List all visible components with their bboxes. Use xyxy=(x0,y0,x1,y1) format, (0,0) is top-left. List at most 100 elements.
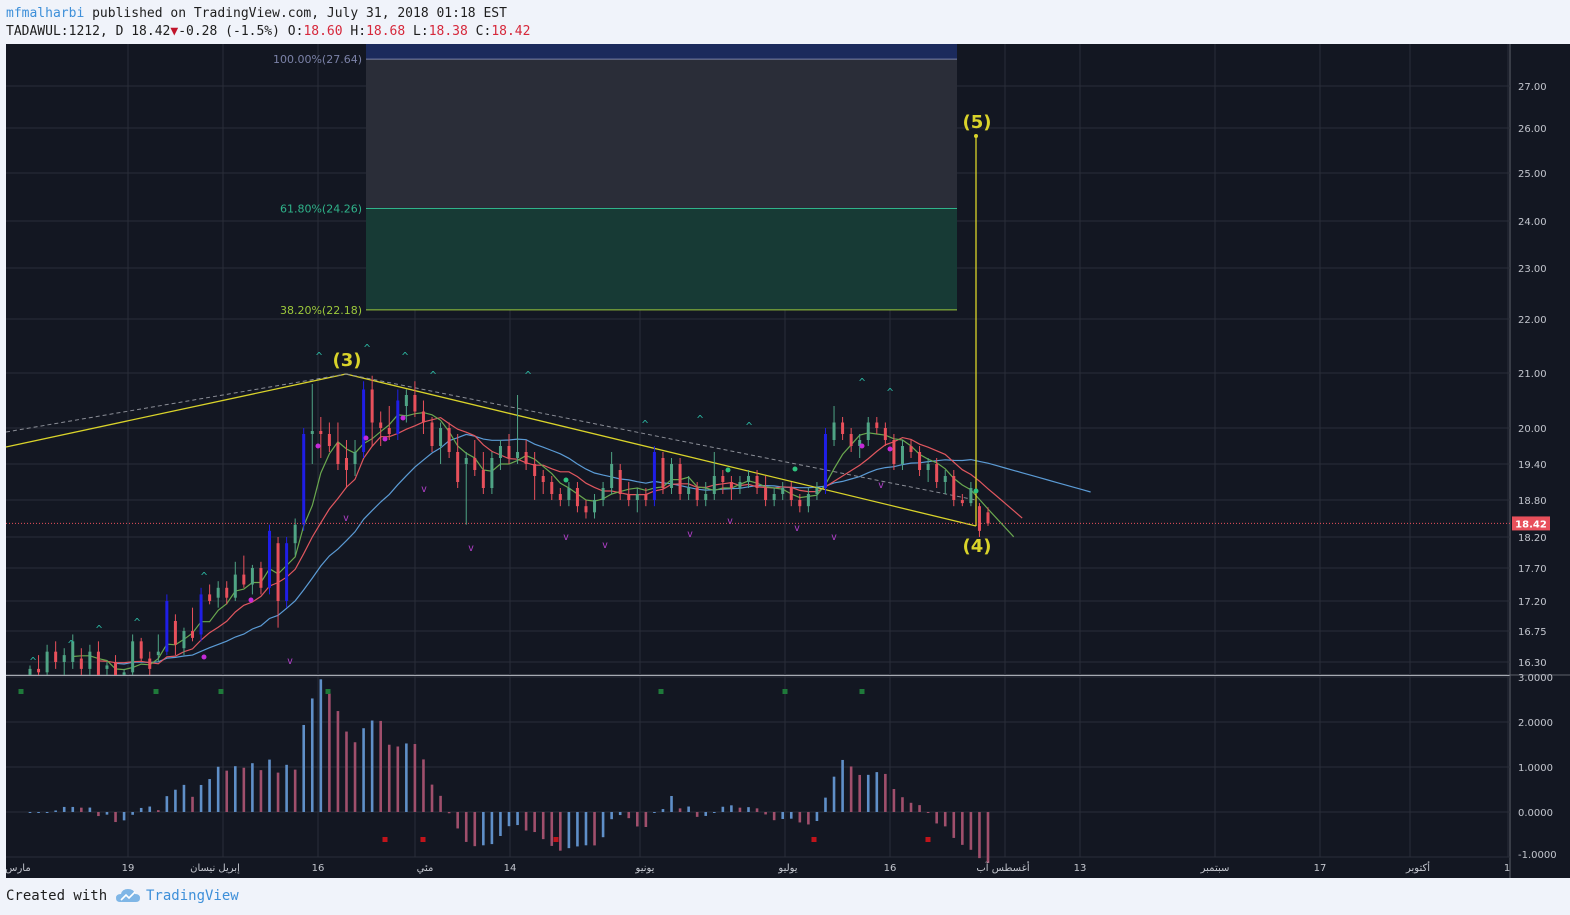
candle-body xyxy=(199,594,203,635)
osc-signal-green xyxy=(218,689,224,694)
oscillator-bar xyxy=(815,812,819,822)
candle-body xyxy=(88,651,92,669)
down-arrow-icon: ▼ xyxy=(170,24,179,39)
fib-zone-lower xyxy=(366,208,957,310)
close-label: C: xyxy=(475,24,492,39)
oscillator-bar xyxy=(45,812,49,813)
pivot-dot-magenta xyxy=(248,597,254,603)
oscillator-bar xyxy=(456,812,459,829)
pivot-high-marker: ^ xyxy=(316,350,323,363)
candle-body xyxy=(327,434,331,446)
candle-body xyxy=(960,500,964,504)
pivot-dot-green xyxy=(725,467,731,473)
candle-body xyxy=(319,431,323,434)
pivot-high-marker: ^ xyxy=(697,413,704,426)
fib-level-label: 38.20%(22.18) xyxy=(280,304,362,317)
time-tick-label: 19 xyxy=(122,863,135,874)
oscillator-bar xyxy=(798,812,802,823)
oscillator-bar xyxy=(524,812,528,831)
osc-tick-label: 2.0000 xyxy=(1518,718,1553,729)
oscillator-bar xyxy=(918,805,921,812)
osc-signal-green xyxy=(782,689,788,694)
time-tick-label: 14 xyxy=(504,863,517,874)
fib-top-band xyxy=(366,44,957,60)
candle-body xyxy=(216,587,220,598)
candle-body xyxy=(943,476,947,482)
pivot-high-marker: ^ xyxy=(430,369,437,382)
candle-body xyxy=(37,668,41,673)
candle-body xyxy=(387,428,391,434)
tradingview-link[interactable]: TradingView xyxy=(146,888,239,904)
candle-body xyxy=(344,458,348,470)
oscillator-bar xyxy=(832,776,836,812)
author-link[interactable]: mfmalharbi xyxy=(6,6,85,21)
oscillator-bar xyxy=(276,772,280,812)
candle-body xyxy=(182,631,186,649)
oscillator-bar xyxy=(567,812,571,849)
osc-signal-green xyxy=(859,689,865,694)
price-tick-label: 18.20 xyxy=(1518,533,1547,544)
oscillator-bar xyxy=(165,796,169,812)
oscillator-bar xyxy=(764,812,767,815)
oscillator-bar xyxy=(328,693,331,812)
pivot-high-marker: ^ xyxy=(30,655,37,668)
oscillator-bar xyxy=(507,812,511,827)
candle-body xyxy=(644,494,648,500)
pivot-low-marker: v xyxy=(727,516,733,527)
candle-body xyxy=(806,494,810,507)
candle-body xyxy=(764,488,768,500)
oscillator-bar xyxy=(789,812,793,819)
oscillator-bar xyxy=(62,806,66,812)
candle-body xyxy=(233,574,237,598)
footer: Created with TradingView xyxy=(0,880,1570,915)
time-tick-label: إبريل نيسان xyxy=(190,863,240,874)
publish-line: mfmalharbi published on TradingView.com,… xyxy=(6,6,507,21)
candle-body xyxy=(798,500,802,507)
candle-body xyxy=(259,568,263,588)
oscillator-bar xyxy=(405,743,408,812)
time-tick-label: 17 xyxy=(1314,863,1327,874)
fib-zone-upper xyxy=(366,59,957,209)
osc-signal-green xyxy=(18,689,24,694)
oscillator-bar xyxy=(541,812,545,840)
oscillator-bar xyxy=(362,728,365,812)
candle-body xyxy=(883,428,887,440)
price-tick-label: 18.80 xyxy=(1518,496,1547,507)
trendline-wave-3-4 xyxy=(345,373,977,527)
candle-body xyxy=(54,651,58,662)
pivot-dot-magenta xyxy=(363,435,369,441)
pivot-dot-magenta xyxy=(400,415,406,421)
candle-body xyxy=(678,464,682,494)
low-value: 18.38 xyxy=(428,24,468,39)
candle-body xyxy=(156,651,160,656)
oscillator-bar xyxy=(319,679,323,812)
time-axis-pane xyxy=(6,857,1510,878)
oscillator-bar xyxy=(738,807,742,812)
candle-body xyxy=(122,672,126,675)
pivot-high-marker: ^ xyxy=(96,623,103,636)
osc-tick-label: -1.0000 xyxy=(1518,850,1557,861)
oscillator-bar xyxy=(866,774,870,812)
oscillator-bar xyxy=(926,812,930,813)
time-tick-label: 1 xyxy=(1504,863,1510,874)
pivot-dot-green xyxy=(973,488,979,494)
candle-body xyxy=(695,488,699,500)
pivot-dot-magenta xyxy=(887,446,893,452)
candle-body xyxy=(823,434,827,488)
oscillator-bar xyxy=(533,812,536,833)
time-tick-label: مئي xyxy=(417,863,434,874)
candle-body xyxy=(841,422,845,434)
candle-body xyxy=(593,500,597,513)
candle-body xyxy=(986,512,990,524)
pivot-low-marker: v xyxy=(563,532,569,543)
oscillator-bar xyxy=(310,698,314,812)
oscillator-bar xyxy=(875,772,879,812)
oscillator-bar xyxy=(772,812,776,821)
oscillator-bar xyxy=(687,806,690,812)
pivot-dot-magenta xyxy=(315,443,321,449)
price-tick-label: 16.30 xyxy=(1518,658,1547,669)
pivot-high-marker: ^ xyxy=(134,616,141,629)
oscillator-bar xyxy=(601,812,605,838)
oscillator-bar xyxy=(174,789,177,812)
